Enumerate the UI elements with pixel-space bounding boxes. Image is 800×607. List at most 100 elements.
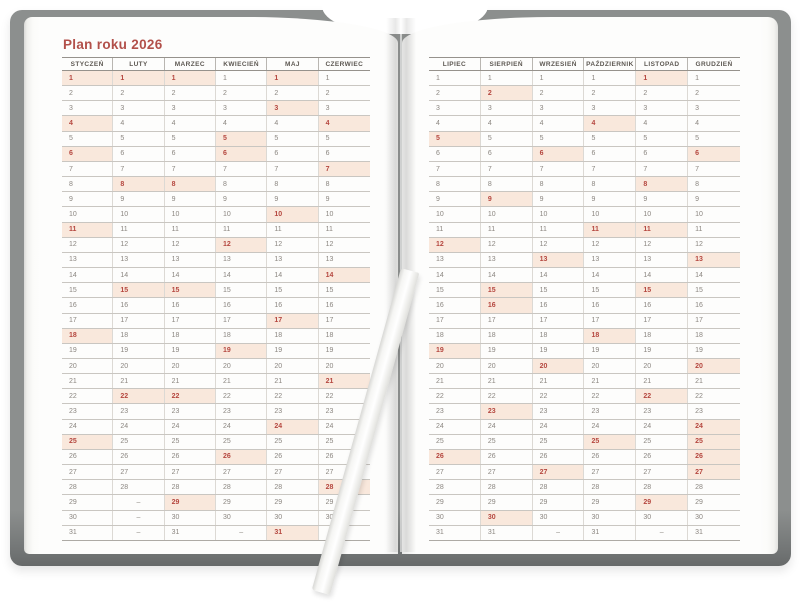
- day-cell: 11: [636, 222, 689, 237]
- day-cell: 15: [325, 286, 334, 294]
- day-cell: 2: [165, 86, 216, 101]
- day-cell: 8: [267, 177, 319, 192]
- day-row-22: 22 22 22 22 22 22: [429, 389, 740, 405]
- day-cell: 14: [318, 268, 370, 283]
- day-cell: 11: [429, 222, 481, 237]
- day-cell: 16: [113, 298, 165, 313]
- day-cell: 13: [429, 252, 481, 268]
- day-cell: 7: [481, 161, 533, 177]
- day-cell: 19: [62, 343, 114, 358]
- day-cell: 22: [429, 389, 481, 404]
- day-row-13: 13 13 13 13 13 13: [429, 252, 740, 269]
- day-cell: 6: [325, 150, 330, 158]
- day-cell: 6: [62, 146, 114, 161]
- day-cell: 26: [113, 449, 165, 465]
- day-row-26: 26 26 26 26 26 26: [62, 449, 370, 466]
- day-cell: 11: [216, 222, 268, 237]
- day-cell: 17: [584, 313, 637, 328]
- day-row-19: 19 19 19 19 19 19: [62, 343, 370, 359]
- day-row-14: 14 14 14 14 14 14: [62, 268, 370, 284]
- day-cell: 21: [62, 374, 114, 389]
- day-cell: 15: [636, 283, 689, 298]
- day-cell: 1: [429, 71, 481, 86]
- day-cell: 2: [62, 86, 114, 101]
- day-cell: 29: [533, 495, 585, 510]
- day-cell: 14: [636, 268, 689, 283]
- month-header-lipiec: LIPIEC: [429, 58, 481, 70]
- day-cell: 26: [267, 449, 319, 465]
- month-header-row: LIPIEC SIERPIEŃ WRZESIEŃ PAŹDZIERNIK LISTOPA…: [429, 57, 740, 71]
- day-cell: 20: [481, 358, 533, 374]
- day-cell: 2: [325, 89, 330, 97]
- day-cell: 5: [165, 131, 216, 146]
- day-cell: 27: [267, 465, 319, 480]
- day-cell: 30: [325, 514, 334, 522]
- day-row-12: 12 12 12 12 12 12: [429, 237, 740, 253]
- day-cell: 12: [636, 237, 689, 252]
- day-cell: 4: [429, 116, 481, 131]
- day-cell: 26: [688, 449, 740, 465]
- empty-day-cell: –: [533, 525, 585, 540]
- day-cell: 3: [429, 101, 481, 116]
- day-cell: 20: [636, 358, 689, 374]
- day-cell: 17: [429, 313, 481, 328]
- day-row-11: 11 11 11 11 11 11: [62, 222, 370, 238]
- day-cell: 21: [533, 374, 585, 389]
- day-row-15: 15 15 15 15 15 15: [62, 283, 370, 299]
- day-cell: 19: [113, 343, 165, 358]
- day-cell: 14: [267, 268, 319, 283]
- day-cell: 21: [695, 377, 703, 385]
- day-row-14: 14 14 14 14 14 14: [429, 268, 740, 284]
- day-row-24: 24 24 24 24 24 24: [62, 419, 370, 435]
- day-cell: 27: [429, 465, 481, 480]
- day-cell: 8: [325, 180, 330, 188]
- month-header-marzec: MARZEC: [165, 58, 216, 70]
- day-cell: 23: [533, 404, 585, 419]
- day-cell: 27: [688, 465, 740, 480]
- day-cell: 6: [267, 146, 319, 161]
- day-cell: 31: [62, 525, 114, 540]
- day-cell: 13: [113, 252, 165, 268]
- day-cell: 21: [165, 374, 216, 389]
- day-cell: 15: [480, 283, 533, 298]
- day-cell: 23: [113, 404, 165, 419]
- day-cell: 22: [584, 389, 637, 404]
- day-cell: 30: [165, 510, 216, 525]
- day-cell: 7: [695, 165, 700, 173]
- day-cell: 13: [62, 252, 114, 268]
- day-cell: 18: [533, 328, 585, 343]
- day-cell: 9: [165, 192, 216, 207]
- day-cell: 23: [429, 404, 481, 419]
- day-cell: 16: [584, 298, 637, 313]
- day-cell: 5: [533, 131, 585, 146]
- day-cell: 22: [216, 389, 268, 404]
- day-cell: 28: [481, 480, 533, 495]
- day-cell: 20: [165, 358, 216, 374]
- day-cell: 18: [113, 328, 165, 343]
- day-row-16: 16 16 16 16 16 16: [62, 298, 370, 314]
- day-cell: 13: [532, 252, 585, 268]
- day-cell: 5: [267, 131, 319, 146]
- day-cell: 27: [113, 465, 165, 480]
- day-cell: 9: [62, 192, 114, 207]
- day-cell: 11: [325, 226, 333, 234]
- day-cell: 8: [636, 177, 689, 192]
- day-row-15: 15 15 15 15 15 15: [429, 283, 740, 299]
- day-cell: 31: [584, 525, 637, 540]
- empty-day-cell: –: [636, 525, 689, 540]
- day-cell: 30: [695, 514, 703, 522]
- day-cell: 1: [325, 74, 330, 82]
- day-cell: 9: [429, 192, 481, 207]
- day-cell: 20: [532, 358, 585, 374]
- day-cell: 2: [695, 89, 700, 97]
- day-cell: 10: [62, 207, 114, 222]
- day-cell: 17: [165, 313, 216, 328]
- day-cell: 31: [429, 525, 481, 540]
- month-header-kwiecień: KWIECIEŃ: [216, 58, 268, 70]
- day-cell: 9: [325, 195, 330, 203]
- day-cell: 31: [165, 525, 216, 540]
